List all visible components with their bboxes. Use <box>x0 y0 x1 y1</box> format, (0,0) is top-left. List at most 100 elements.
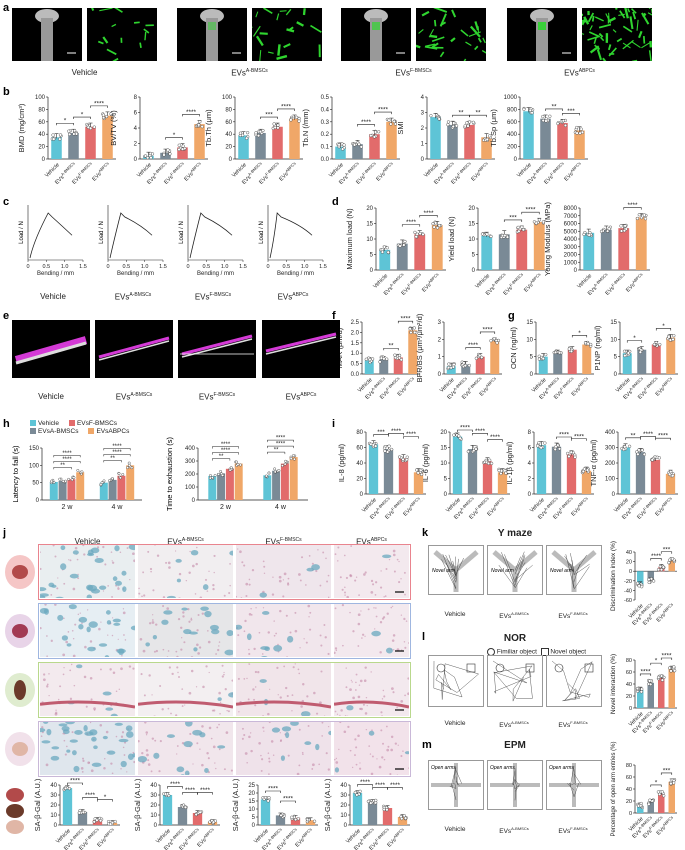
data-point <box>649 682 653 686</box>
svg-text:Novel arm: Novel arm <box>491 568 514 574</box>
panel-label-f: f <box>332 310 336 322</box>
bar-a_bmsc <box>68 132 79 159</box>
significance-bracket <box>373 434 389 437</box>
data-point <box>284 459 287 463</box>
bar-f_bmsc <box>382 808 393 825</box>
significance-label: **** <box>283 796 294 803</box>
data-point <box>146 156 150 160</box>
y-tick-label: 5 <box>530 355 534 361</box>
data-point <box>627 444 632 448</box>
significance-bracket <box>479 331 496 334</box>
y-axis-label: Novel interaction (%) <box>610 654 617 714</box>
y-tick-label: 80 <box>626 658 632 664</box>
data-point <box>272 122 276 126</box>
data-point <box>355 793 359 797</box>
y-tick-label: 200 <box>605 461 616 467</box>
bar-abpc <box>497 472 508 494</box>
y-tick-label: 200 <box>507 145 518 151</box>
epm-title: EPM <box>504 740 526 751</box>
staining-row-frame <box>38 603 411 659</box>
y-axis-label: Tb.N (/mm) <box>301 109 310 147</box>
significance-label: * <box>173 132 176 139</box>
data-point <box>656 790 660 794</box>
y-tick-label: 20 <box>626 799 632 805</box>
bar-a_bmsc <box>367 802 378 825</box>
tissue-section-image <box>236 722 331 775</box>
bar-vehicle <box>49 481 58 500</box>
x-tick-label: 0.5 <box>123 264 131 270</box>
y-tick-label: 150 <box>29 446 40 452</box>
panel-label-l: l <box>422 631 426 643</box>
data-point <box>497 468 501 473</box>
bar-vehicle <box>62 788 73 825</box>
bar-vehicle <box>446 366 456 374</box>
y-tick-label: 0 <box>54 823 58 829</box>
significance-bracket <box>265 790 281 793</box>
bar-f_bmsc <box>369 134 380 159</box>
data-point <box>446 120 451 124</box>
data-point <box>573 455 577 459</box>
bar-abpc <box>481 137 492 159</box>
y-tick-label: 3 <box>438 320 442 326</box>
y-tick-label: 8 <box>528 430 532 436</box>
data-point <box>357 142 361 146</box>
data-point <box>669 781 673 786</box>
x-tick-label: 2 w <box>220 504 232 511</box>
significance-label: **** <box>559 432 570 439</box>
y-tick-label: 10 <box>50 813 57 819</box>
data-point <box>258 130 262 134</box>
bar-f_bmsc <box>177 147 188 159</box>
y-tick-label: 80 <box>225 107 232 113</box>
kidney-icon <box>5 614 35 648</box>
bar-a_bmsc <box>77 812 88 825</box>
significance-label: ** <box>219 454 224 460</box>
trabecular-3d-reconstruction <box>416 8 486 61</box>
data-point <box>402 814 406 818</box>
data-point <box>672 665 676 669</box>
x-tick-label: EVsABPCs <box>420 272 442 294</box>
x-axis-label: Bending / mm <box>277 271 314 277</box>
data-point <box>98 819 103 823</box>
y-tick-label: 1000 <box>564 260 578 266</box>
y-tick-label: 1000 <box>504 95 518 101</box>
data-point <box>273 125 277 130</box>
group-caption: EVsABPCs <box>564 68 595 78</box>
svg-text:Novel arm: Novel arm <box>550 568 573 574</box>
significance-label: **** <box>186 109 197 116</box>
group-caption: EVsF-BMSCs <box>395 68 432 78</box>
data-point <box>541 356 545 361</box>
y-tick-label: 0.0 <box>321 157 330 163</box>
panel-label-i: i <box>332 418 336 430</box>
data-point <box>221 473 224 477</box>
data-point <box>557 351 562 355</box>
bar-vehicle <box>430 117 441 159</box>
data-point <box>648 798 652 802</box>
significance-bracket <box>521 211 540 215</box>
data-point <box>589 342 593 347</box>
tissue-section-image <box>40 604 135 657</box>
data-point <box>198 810 202 814</box>
bar-f_bmsc <box>566 454 577 494</box>
data-point <box>398 244 402 248</box>
data-point <box>432 225 436 229</box>
group-caption: EVsF-BMSCs <box>265 537 302 547</box>
bar-a_bmsc <box>647 571 655 581</box>
y-tick-label: 20 <box>340 803 347 809</box>
data-point <box>471 120 475 124</box>
data-point <box>266 799 270 803</box>
group-caption: EVsA-BMSCs <box>167 537 204 547</box>
y-tick-label: 0 <box>530 372 534 378</box>
data-point <box>672 334 676 338</box>
y-tick-label: 0 <box>574 268 578 274</box>
data-point <box>276 126 280 130</box>
bar-abpc <box>305 820 316 825</box>
y-tick-label: 15 <box>610 320 617 326</box>
y-tick-label: 60 <box>356 446 363 452</box>
data-point <box>208 476 212 480</box>
significance-bracket <box>90 105 108 108</box>
data-point <box>575 125 579 130</box>
y-tick-label: 0 <box>252 823 256 829</box>
group-caption: Vehicle <box>38 392 64 401</box>
